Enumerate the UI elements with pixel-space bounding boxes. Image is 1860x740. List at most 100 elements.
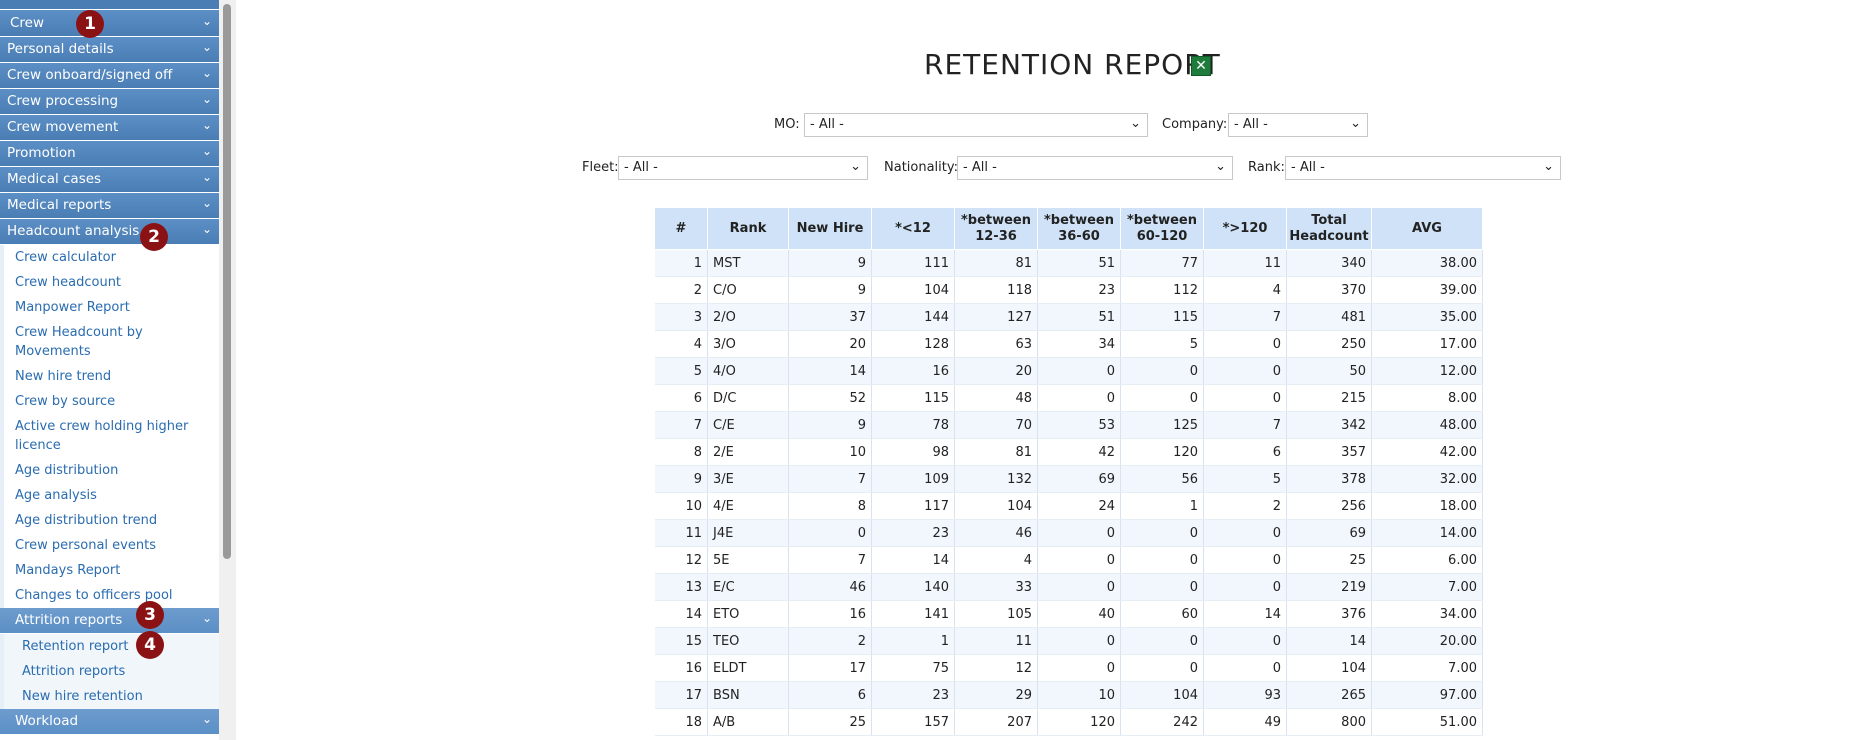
mo-select[interactable]: - All - ⌄ bbox=[804, 113, 1148, 137]
sidebar-item-crew-by-source[interactable]: Crew by source bbox=[0, 389, 219, 414]
table-cell: 39.00 bbox=[1371, 276, 1483, 304]
table-cell: 16 bbox=[788, 600, 872, 628]
table-cell: 0 bbox=[1203, 384, 1287, 412]
table-cell: 0 bbox=[1120, 654, 1204, 682]
sidebar-group-crew-movement[interactable]: Crew movement ⌄ bbox=[0, 115, 219, 141]
sidebar-item-manpower-report[interactable]: Manpower Report bbox=[0, 295, 219, 320]
rank-cell: 2/E bbox=[707, 438, 789, 466]
table-cell: 7 bbox=[1203, 303, 1287, 331]
table-row: 6 D/C 52 115 48 0 0 0 215 8.00 bbox=[655, 384, 1483, 412]
sidebar-item-active-crew-holding-higher-licence[interactable]: Active crew holding higher licence bbox=[0, 414, 219, 458]
table-row: 4 3/O 20 128 63 34 5 0 250 17.00 bbox=[655, 330, 1483, 358]
sidebar-group-medical-reports[interactable]: Medical reports ⌄ bbox=[0, 193, 219, 219]
column-header[interactable]: New Hire bbox=[788, 208, 872, 250]
sidebar-item-changes-to-officers-pool[interactable]: Changes to officers pool bbox=[0, 583, 219, 608]
sidebar-item-crew-headcount-by-movements[interactable]: Crew Headcount by Movements bbox=[0, 320, 219, 364]
rank-select[interactable]: - All - ⌄ bbox=[1285, 156, 1561, 180]
sidebar-item-crew-calculator[interactable]: Crew calculator bbox=[0, 245, 219, 270]
sidebar-header-workload[interactable]: Workload ⌄ bbox=[0, 709, 219, 735]
sidebar-item-age-distribution-trend[interactable]: Age distribution trend bbox=[0, 508, 219, 533]
rank-cell: C/O bbox=[707, 276, 789, 304]
sidebar-item-age-distribution[interactable]: Age distribution bbox=[0, 458, 219, 483]
table-cell: 29 bbox=[954, 681, 1038, 709]
table-row: 11 J4E 0 23 46 0 0 0 69 14.00 bbox=[655, 519, 1483, 547]
table-cell: 0 bbox=[1037, 546, 1121, 574]
table-cell: 98 bbox=[871, 438, 955, 466]
sidebar-top-item[interactable] bbox=[0, 0, 219, 10]
sidebar-item-new-hire-trend[interactable]: New hire trend bbox=[0, 364, 219, 389]
column-header[interactable]: *between 36-60 bbox=[1037, 208, 1121, 250]
rank-cell: ELDT bbox=[707, 654, 789, 682]
table-cell: 49 bbox=[1203, 708, 1287, 736]
sidebar-item-crew-personal-events[interactable]: Crew personal events bbox=[0, 533, 219, 558]
table-cell: 117 bbox=[871, 492, 955, 520]
sidebar-item-mandays-report[interactable]: Mandays Report bbox=[0, 558, 219, 583]
sidebar-item-retention-report[interactable]: Retention report bbox=[0, 634, 219, 659]
sidebar-group-crew-processing[interactable]: Crew processing ⌄ bbox=[0, 89, 219, 115]
sidebar-group-personal-details[interactable]: Personal details ⌄ bbox=[0, 37, 219, 63]
table-cell: 10 bbox=[1037, 681, 1121, 709]
table-cell: 144 bbox=[871, 303, 955, 331]
table-cell: 0 bbox=[1120, 546, 1204, 574]
table-cell: 11 bbox=[655, 519, 708, 547]
table-cell: 75 bbox=[871, 654, 955, 682]
sidebar-scrollbar[interactable] bbox=[219, 0, 236, 740]
table-cell: 10 bbox=[655, 492, 708, 520]
column-header[interactable]: Rank bbox=[707, 208, 789, 250]
table-cell: 0 bbox=[1037, 654, 1121, 682]
chevron-down-icon: ⌄ bbox=[201, 222, 212, 236]
table-cell: 0 bbox=[1203, 330, 1287, 358]
rank-cell: TEO bbox=[707, 627, 789, 655]
nationality-select[interactable]: - All - ⌄ bbox=[957, 156, 1233, 180]
sidebar-item-crew-headcount[interactable]: Crew headcount bbox=[0, 270, 219, 295]
table-cell: 7.00 bbox=[1371, 654, 1483, 682]
sidebar: Crew ⌄ Personal details ⌄ Crew onboard/sig… bbox=[0, 0, 219, 740]
rank-cell: D/C bbox=[707, 384, 789, 412]
table-cell: 140 bbox=[871, 573, 955, 601]
sidebar-item-attrition-reports[interactable]: Attrition reports bbox=[0, 659, 219, 684]
scrollbar-thumb[interactable] bbox=[223, 4, 231, 559]
table-cell: 51 bbox=[1037, 249, 1121, 277]
column-header[interactable]: AVG bbox=[1371, 208, 1483, 250]
column-header[interactable]: # bbox=[655, 208, 708, 250]
sidebar-header-crew[interactable]: Crew ⌄ bbox=[0, 10, 219, 37]
excel-icon[interactable]: ✕ bbox=[1191, 56, 1211, 76]
table-cell: 14 bbox=[871, 546, 955, 574]
table-cell: 0 bbox=[1037, 627, 1121, 655]
mo-label: MO: bbox=[774, 117, 800, 132]
table-cell: 4 bbox=[954, 546, 1038, 574]
table-row: 10 4/E 8 117 104 24 1 2 256 18.00 bbox=[655, 492, 1483, 520]
sidebar-group-crew-onboard-signed-off[interactable]: Crew onboard/signed off ⌄ bbox=[0, 63, 219, 89]
column-header[interactable]: *>120 bbox=[1203, 208, 1287, 250]
table-cell: 25 bbox=[1286, 546, 1372, 574]
table-cell: 97.00 bbox=[1371, 681, 1483, 709]
sidebar-group-medical-cases[interactable]: Medical cases ⌄ bbox=[0, 167, 219, 193]
table-cell: 104 bbox=[871, 276, 955, 304]
table-cell: 23 bbox=[871, 519, 955, 547]
sidebar-group-headcount-analysis[interactable]: Headcount analysis ⌄ bbox=[0, 219, 219, 245]
fleet-select[interactable]: - All - ⌄ bbox=[618, 156, 868, 180]
sidebar-header-attrition-reports[interactable]: Attrition reports ⌄ bbox=[0, 608, 219, 634]
table-row: 5 4/O 14 16 20 0 0 0 50 12.00 bbox=[655, 357, 1483, 385]
table-cell: 8 bbox=[788, 492, 872, 520]
table-cell: 48 bbox=[954, 384, 1038, 412]
column-header[interactable]: *between 12-36 bbox=[954, 208, 1038, 250]
company-select[interactable]: - All - ⌄ bbox=[1228, 113, 1368, 137]
table-cell: 20.00 bbox=[1371, 627, 1483, 655]
chevron-down-icon: ⌄ bbox=[201, 66, 212, 80]
table-cell: 37 bbox=[788, 303, 872, 331]
column-header[interactable]: Total Headcount bbox=[1286, 208, 1372, 250]
table-cell: 256 bbox=[1286, 492, 1372, 520]
table-cell: 0 bbox=[1203, 654, 1287, 682]
rank-cell: 4/O bbox=[707, 357, 789, 385]
sidebar-item-age-analysis[interactable]: Age analysis bbox=[0, 483, 219, 508]
table-cell: 46 bbox=[954, 519, 1038, 547]
table-cell: 125 bbox=[1120, 411, 1204, 439]
sidebar-group-promotion[interactable]: Promotion ⌄ bbox=[0, 141, 219, 167]
sidebar-item-new-hire-retention[interactable]: New hire retention bbox=[0, 684, 219, 709]
table-cell: 14.00 bbox=[1371, 519, 1483, 547]
column-header[interactable]: *<12 bbox=[871, 208, 955, 250]
table-cell: 5 bbox=[655, 357, 708, 385]
table-cell: 0 bbox=[1120, 573, 1204, 601]
column-header[interactable]: *between 60-120 bbox=[1120, 208, 1204, 250]
